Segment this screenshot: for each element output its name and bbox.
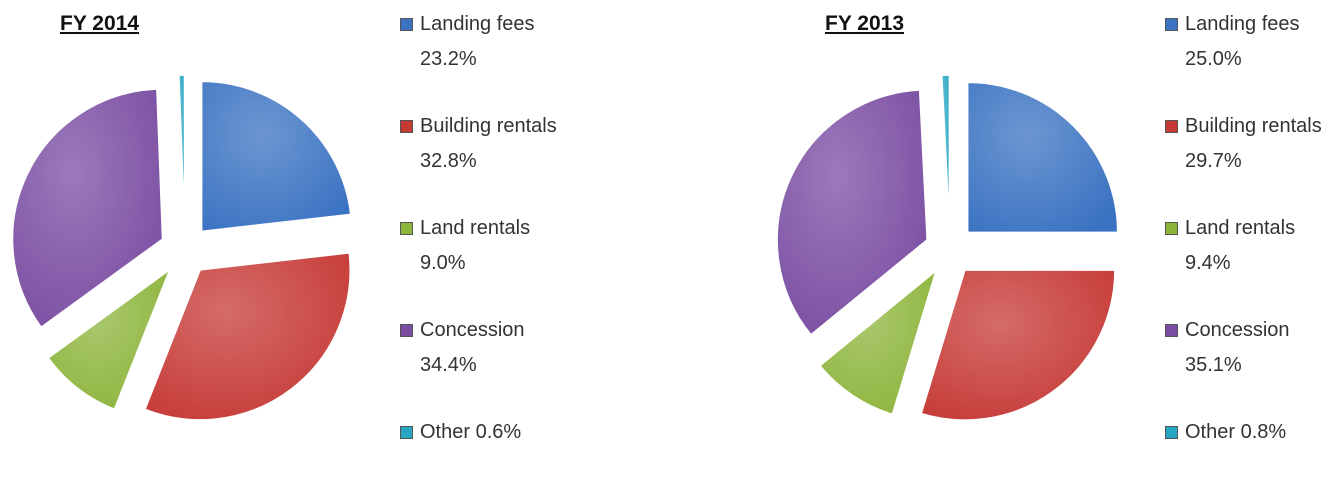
legend-value: 25.0% — [1185, 48, 1242, 70]
legend-label: Landing fees — [420, 13, 535, 35]
legend-label: Concession — [420, 319, 525, 341]
legend-value: 9.4% — [1185, 252, 1231, 274]
legend-swatch — [400, 18, 413, 31]
legend-value: 35.1% — [1185, 354, 1242, 376]
legend-swatch — [1165, 120, 1178, 133]
pie-slice — [178, 74, 186, 226]
legend-label: Other — [420, 421, 471, 443]
legend-value: 23.2% — [420, 48, 477, 70]
legend-swatch — [400, 426, 413, 439]
legend-item: Building rentals 32.8% — [400, 109, 570, 179]
pie-slice — [818, 268, 938, 416]
legend-swatch — [400, 120, 413, 133]
legend-value: 32.8% — [420, 150, 477, 172]
legend-item: Other 0.8% — [1165, 415, 1335, 450]
legend-item: Concession 34.4% — [400, 313, 570, 383]
legend-label: Other — [1185, 421, 1236, 443]
legend-label: Land rentals — [1185, 217, 1296, 239]
legend-label: Building rentals — [420, 115, 557, 137]
legend-item: Land rentals 9.4% — [1165, 211, 1335, 281]
legend-value: 34.4% — [420, 354, 477, 376]
legend-value: 9.0% — [420, 252, 466, 274]
chart-title: FY 2013 — [825, 12, 905, 35]
legend-swatch — [1165, 324, 1178, 337]
legend-label: Landing fees — [1185, 13, 1300, 35]
legend-swatch — [1165, 222, 1178, 235]
chart-title: FY 2014 — [60, 12, 140, 35]
pie-slice — [47, 267, 172, 411]
legend-item: Building rentals 29.7% — [1165, 109, 1335, 179]
legend-label: Land rentals — [420, 217, 531, 239]
legend-swatch — [1165, 18, 1178, 31]
pie-slice — [776, 89, 928, 336]
legend-value: 0.8% — [1240, 421, 1287, 443]
pie-slice — [941, 74, 951, 226]
legend-value: 0.6% — [475, 421, 522, 443]
legend-swatch — [1165, 426, 1178, 439]
legend-swatch — [400, 222, 413, 235]
pie-slice — [920, 269, 1116, 421]
legend-item: Landing fees 25.0% — [1165, 7, 1335, 77]
legend-item: Concession 35.1% — [1165, 313, 1335, 383]
legend-item: Land rentals 9.0% — [400, 211, 570, 281]
pie-slice — [966, 81, 1119, 234]
legend-value: 29.7% — [1185, 150, 1242, 172]
legend-label: Building rentals — [1185, 115, 1322, 137]
legend-swatch — [400, 324, 413, 337]
pie-slice — [11, 88, 164, 329]
legend-label: Concession — [1185, 319, 1290, 341]
legend-item: Landing fees 23.2% — [400, 7, 570, 77]
legend-item: Other 0.6% — [400, 415, 570, 450]
pie-slice — [200, 80, 352, 233]
pie-slice — [144, 252, 351, 421]
